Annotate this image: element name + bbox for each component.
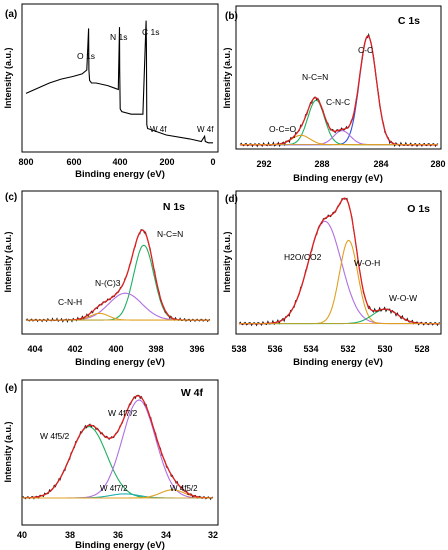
panel-b-annot-oco: O-C=O [269, 124, 297, 134]
panel-e-title: W 4f [181, 387, 204, 399]
panel-e-tick: 38 [65, 530, 75, 540]
panel-d-annot-h2o: H2O/CO2 [284, 252, 322, 262]
panel-a-frame [21, 3, 219, 153]
panel-c-tick: 404 [27, 344, 42, 354]
panel-c-annot-nc3: N-(C)3 [95, 278, 121, 288]
panel-e-ylabel: Intensity (a.u.) [3, 421, 13, 482]
panel-b-tick: 288 [314, 159, 329, 169]
panel-c-curves [25, 229, 211, 323]
panel-e-tick: 34 [161, 530, 171, 540]
panel-e-curves [21, 394, 214, 501]
panel-e-xticks: 40 38 36 34 32 [17, 530, 218, 540]
panel-a-tick: 0 [210, 157, 215, 167]
panel-a-label: (a) [5, 9, 17, 20]
panel-d-tick: 532 [340, 344, 355, 354]
panel-c-annot-ncn: N-C=N [157, 229, 183, 239]
panel-c-tick: 402 [67, 344, 82, 354]
panel-b-xticks: 292 288 284 280 [256, 159, 445, 169]
panel-d-tick: 534 [303, 344, 318, 354]
panel-d-label: (d) [225, 194, 238, 205]
panel-a-annot-n1s: N 1s [110, 32, 127, 42]
panel-d-curves [238, 197, 441, 327]
panel-b-tick: 284 [373, 159, 388, 169]
panel-c-annot-cnh: C-N-H [58, 297, 82, 307]
panel-d-title: O 1s [407, 203, 430, 215]
panel-b: (b) C 1s Intensity (a.u.) Binding energy… [222, 5, 446, 184]
panel-c-tick: 396 [189, 344, 204, 354]
panel-b-frame [235, 5, 442, 150]
panel-d: (d) O 1s Intensity (a.u.) Binding energy… [222, 190, 442, 368]
panel-b-ylabel: Intensity (a.u.) [222, 47, 232, 108]
panel-e-frame [21, 379, 219, 526]
panel-d-annot-woh: W-O-H [354, 258, 380, 268]
panel-a-annot-w4f-1: W 4f [150, 125, 167, 134]
panel-a-tick: 400 [112, 157, 127, 167]
panel-c-xticks: 404 402 400 398 396 [27, 344, 204, 354]
panel-a-annot-o1s: O 1s [77, 51, 95, 61]
panel-c-raw-data [25, 229, 211, 323]
panel-b-tick: 292 [256, 159, 271, 169]
panel-e: (e) W 4f Intensity (a.u.) Binding energy… [3, 379, 219, 550]
panel-a-annot-c1s: C 1s [142, 27, 159, 37]
panel-a-xticks: 800 600 400 200 0 [18, 157, 215, 167]
panel-a-annot-w4f-2: W 4f [197, 125, 214, 134]
panel-b-curves [239, 32, 439, 148]
panel-e-envelope [22, 395, 213, 499]
panel-c-tick: 400 [108, 344, 123, 354]
panel-a: (a) Intensity (a.u.) Binding energy (eV)… [3, 3, 219, 180]
panel-c-frame [21, 190, 219, 335]
panel-e-annot-w4f52-small: W 4f5/2 [170, 484, 198, 493]
panel-d-envelope [239, 197, 440, 325]
panel-b-label: (b) [225, 11, 238, 22]
panel-c-label: (c) [5, 192, 17, 203]
panel-c-envelope [26, 229, 210, 321]
panel-d-ylabel: Intensity (a.u.) [222, 231, 232, 292]
panel-d-tick: 536 [267, 344, 282, 354]
panel-c-ylabel: Intensity (a.u.) [3, 231, 13, 292]
panel-b-annot-cnc: C-N-C [326, 97, 350, 107]
panel-d-tick: 528 [414, 344, 429, 354]
panel-d-annot-wow: W-O-W [389, 293, 417, 303]
panel-e-annot-w4f72-small: W 4f7/2 [100, 484, 128, 493]
panel-b-tick: 280 [430, 159, 445, 169]
panel-e-label: (e) [5, 383, 17, 394]
panel-c-component-2 [26, 292, 210, 321]
panel-a-tick: 800 [18, 157, 33, 167]
panel-c-xlabel: Binding energy (eV) [75, 357, 165, 368]
panel-d-xlabel: Binding energy (eV) [293, 357, 383, 368]
panel-d-raw-data [238, 197, 441, 327]
panel-e-annot-w4f72-main: W 4f7/2 [108, 408, 138, 418]
panel-a-xlabel: Binding energy (eV) [75, 169, 165, 180]
panel-b-title: C 1s [398, 15, 420, 27]
panel-c-tick: 398 [148, 344, 163, 354]
panel-e-annot-w4f52-main: W 4f5/2 [40, 431, 70, 441]
panel-c-title: N 1s [163, 201, 185, 213]
panel-a-ylabel: Intensity (a.u.) [3, 47, 13, 108]
panel-a-tick: 600 [66, 157, 81, 167]
panel-d-frame [235, 190, 442, 335]
panel-e-xlabel: Binding energy (eV) [75, 540, 165, 550]
panel-b-annot-cc: C-C [358, 45, 373, 55]
panel-d-tick: 538 [231, 344, 246, 354]
panel-a-tick: 200 [159, 157, 174, 167]
panel-c: (c) N 1s Intensity (a.u.) Binding energy… [3, 190, 219, 368]
panel-d-tick: 530 [377, 344, 392, 354]
panel-d-xticks: 538 536 534 532 530 528 [231, 344, 429, 354]
panel-d-annot-h2o-text: H2O/CO2 [284, 252, 322, 262]
panel-b-annot-ncn: N-C=N [302, 72, 328, 82]
panel-e-tick: 40 [17, 530, 27, 540]
panel-a-survey-line [25, 20, 213, 144]
panel-e-tick: 32 [208, 530, 218, 540]
panel-e-tick: 36 [113, 530, 123, 540]
panel-b-xlabel: Binding energy (eV) [293, 173, 383, 184]
